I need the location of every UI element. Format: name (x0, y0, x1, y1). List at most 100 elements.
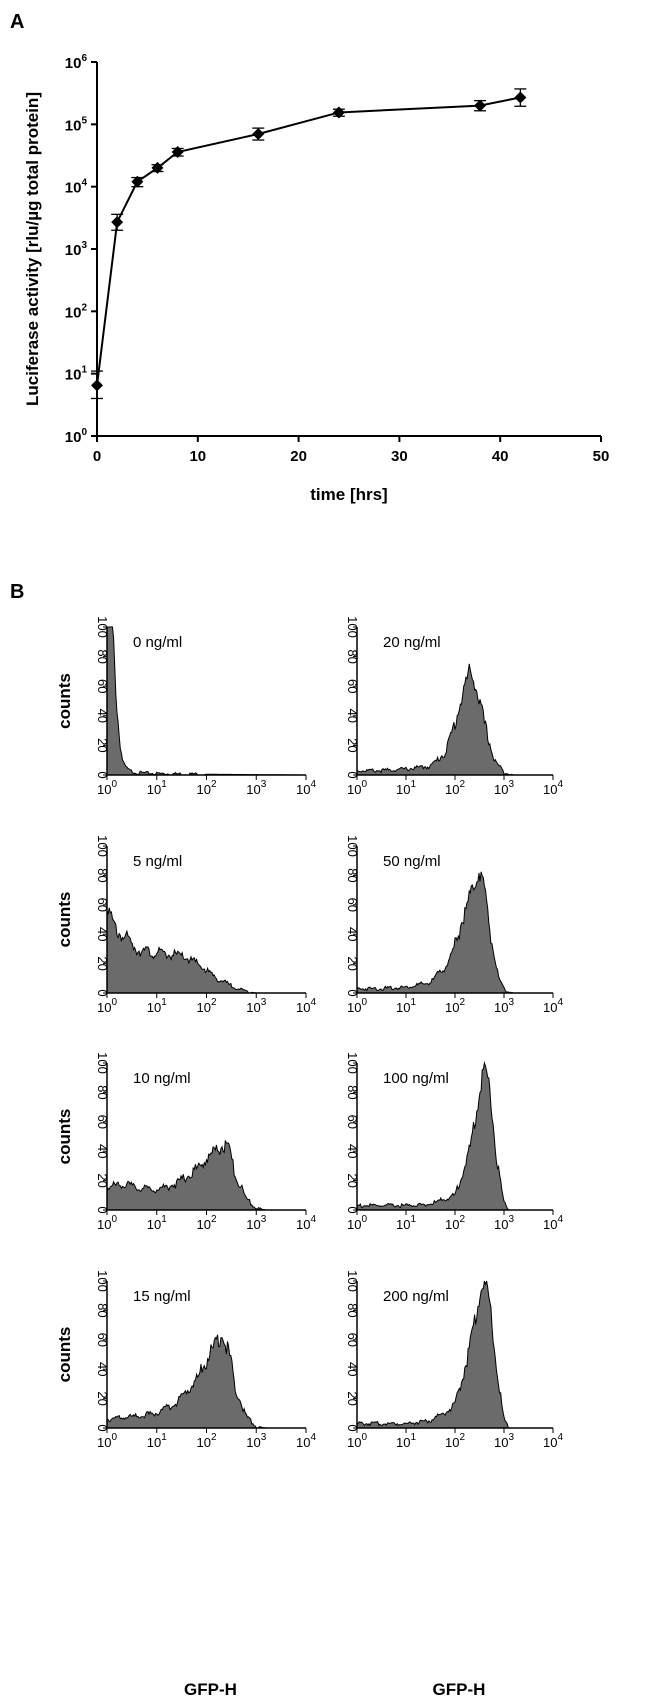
histogram-panel: 0 20 40 60 80 100 100 101 102 103 104 20 ng/ml (345, 616, 563, 797)
x-tick-label: 104 (296, 997, 316, 1015)
histogram-concentration-label: 15 ng/ml (133, 1288, 191, 1305)
y-tick-label: 20 (345, 956, 360, 970)
histogram-concentration-label: 50 ng/ml (383, 853, 441, 870)
x-tick-label: 102 (445, 1214, 465, 1232)
x-tick-label: 101 (396, 1432, 416, 1450)
y-tick-label: 0 (345, 989, 360, 996)
panel-label-a: A (10, 11, 24, 33)
x-tick-label: 104 (543, 1214, 563, 1232)
x-tick-label: 101 (147, 779, 167, 797)
y-tick-label: 80 (95, 649, 110, 663)
y-tick-label: 80 (345, 868, 360, 882)
data-point-diamond (171, 145, 184, 158)
x-tick-label: 101 (147, 1432, 167, 1450)
y-tick-label: 0 (345, 1424, 360, 1431)
y-tick-label: 102 (65, 302, 88, 321)
histogram-concentration-label: 200 ng/ml (383, 1288, 449, 1305)
y-tick-label: 0 (345, 1206, 360, 1213)
x-axis-title: GFP-H (184, 1680, 237, 1699)
y-tick-label: 20 (95, 956, 110, 970)
histogram-panel: 0 20 40 60 80 100 100 101 102 103 104 50 ng/ml (345, 835, 563, 1015)
x-tick-label: 102 (196, 997, 216, 1015)
x-tick-label: 102 (445, 997, 465, 1015)
y-tick-label: 20 (95, 1173, 110, 1187)
y-tick-label: 40 (95, 1144, 110, 1158)
y-tick-label: 80 (345, 649, 360, 663)
y-tick-label: 20 (95, 1391, 110, 1405)
luciferase-line-chart: 100 101 102 103 104 105 106 0 10 20 30 40 50 time [hr… (23, 53, 609, 504)
y-tick-label: 60 (95, 1333, 110, 1347)
histogram-area (106, 1139, 306, 1211)
series-line (96, 96, 521, 386)
y-tick-label: 105 (65, 115, 88, 134)
y-tick-label: 100 (345, 1052, 360, 1074)
data-point-diamond (131, 175, 144, 188)
y-tick-label: 40 (345, 709, 360, 723)
y-tick-label: 80 (95, 1303, 110, 1317)
x-tick-label: 50 (593, 448, 610, 465)
y-tick-label: 60 (345, 1333, 360, 1347)
y-tick-label: 40 (345, 927, 360, 941)
y-tick-label: 40 (95, 1362, 110, 1376)
y-tick-label: 106 (65, 53, 88, 72)
x-axis-title: time [hrs] (310, 485, 387, 504)
x-tick-label: 0 (93, 448, 101, 465)
histogram-panel: 0 20 40 60 80 100 100 101 102 103 104 100 ng/ml (345, 1052, 563, 1232)
y-tick-label: 100 (65, 427, 88, 446)
data-point-diamond (111, 216, 124, 229)
x-tick-label: 102 (445, 779, 465, 797)
x-tick-label: 100 (97, 997, 117, 1015)
y-tick-label: 0 (95, 1206, 110, 1213)
y-tick-label: 0 (95, 1424, 110, 1431)
y-tick-label: 60 (345, 679, 360, 693)
x-tick-label: 103 (246, 1214, 266, 1232)
y-tick-label: 60 (95, 679, 110, 693)
y-tick-label: 100 (95, 835, 110, 857)
x-tick-label: 104 (296, 779, 316, 797)
histogram-concentration-label: 100 ng/ml (383, 1070, 449, 1087)
x-tick-label: 103 (246, 997, 266, 1015)
x-tick-label: 40 (492, 448, 509, 465)
y-tick-label: 20 (95, 738, 110, 752)
x-tick-label: 104 (543, 779, 563, 797)
y-tick-label: 80 (345, 1085, 360, 1099)
y-axis-title: counts (55, 1327, 74, 1383)
y-tick-label: 100 (95, 616, 110, 638)
y-tick-label: 20 (345, 738, 360, 752)
x-tick-label: 100 (347, 1214, 367, 1232)
x-tick-label: 101 (147, 1214, 167, 1232)
x-tick-label: 30 (391, 448, 408, 465)
y-tick-label: 80 (345, 1303, 360, 1317)
panel-label-b: B (10, 581, 24, 603)
data-point-diamond (151, 161, 164, 174)
y-tick-label: 40 (95, 709, 110, 723)
y-tick-label: 0 (345, 771, 360, 778)
histogram-area (356, 663, 553, 776)
y-tick-label: 60 (95, 898, 110, 912)
y-tick-label: 100 (95, 1052, 110, 1074)
x-tick-label: 104 (543, 997, 563, 1015)
x-tick-label: 102 (445, 1432, 465, 1450)
y-tick-label: 60 (345, 1115, 360, 1129)
x-tick-label: 104 (543, 1432, 563, 1450)
x-tick-label: 103 (494, 779, 514, 797)
histogram-panel: 0 20 40 60 80 100 100 101 102 103 104 10 ng/ml count… (55, 1052, 316, 1232)
y-tick-label: 40 (95, 927, 110, 941)
data-point-diamond (332, 106, 345, 119)
x-tick-label: 101 (396, 1214, 416, 1232)
y-tick-label: 100 (95, 1270, 110, 1292)
x-tick-label: 103 (246, 779, 266, 797)
y-axis-title: counts (55, 892, 74, 948)
gfp-histogram-grid: 0 20 40 60 80 100 100 101 102 103 104 0 ng/ml counts… (55, 616, 563, 1699)
y-tick-label: 60 (345, 898, 360, 912)
y-tick-label: 100 (345, 1270, 360, 1292)
data-point-diamond (91, 379, 103, 392)
x-tick-label: 100 (97, 779, 117, 797)
histogram-panel: 0 20 40 60 80 100 100 101 102 103 104 15 ng/ml count… (55, 1270, 316, 1450)
histogram-area (106, 1334, 306, 1429)
y-axis-title: counts (55, 1109, 74, 1165)
x-tick-label: 100 (347, 779, 367, 797)
histogram-panel: 0 20 40 60 80 100 100 101 102 103 104 5 ng/ml counts (55, 835, 316, 1015)
y-tick-label: 20 (345, 1391, 360, 1405)
